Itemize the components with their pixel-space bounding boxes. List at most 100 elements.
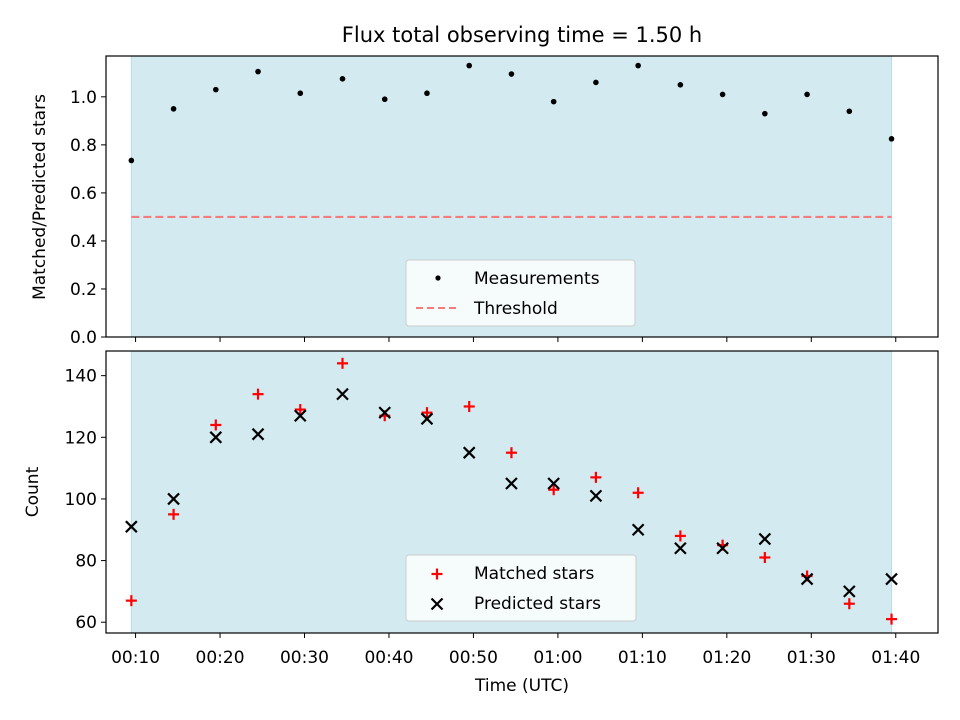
x-tick-label: 01:00: [533, 648, 582, 668]
predicted-star-point: [547, 477, 560, 490]
ratio-panel: 0.0 0.2 0.4 0.6 0.8 1.0 Flux total observing …: [30, 23, 939, 348]
measurement-point: [339, 76, 346, 82]
count-x-ticks: 00:10 00:20 00:30 00:40 00:50 01:00 01:10 01:20…: [111, 633, 920, 668]
cross-stroke: [293, 409, 307, 422]
x-tick-label: 00:10: [111, 648, 160, 668]
cross-stroke: [843, 585, 856, 598]
matched-star-point: [548, 484, 560, 496]
ratio-y-tick-label: 0.4: [70, 232, 97, 252]
count-y-tick-label: 60: [75, 613, 97, 633]
measurement-point: [381, 96, 388, 103]
count-y-tick-label: 80: [75, 552, 97, 572]
predicted-star-point: [209, 431, 223, 444]
matched-star-point: [759, 551, 771, 563]
ratio-legend: Measurements Threshold: [405, 259, 636, 327]
ratio-y-tick-label: 0.2: [70, 280, 97, 300]
measurement-point: [297, 90, 304, 97]
ratio-y-tick-label: 0.6: [70, 184, 97, 204]
x-tick-label: 00:50: [449, 648, 498, 668]
predicted-star-point: [505, 477, 518, 490]
cross-stroke: [420, 412, 434, 426]
legend-threshold-label: Threshold: [473, 299, 558, 319]
cross-stroke: [631, 523, 645, 537]
x-tick-label: 00:20: [196, 648, 245, 668]
ratio-legend-box: [405, 259, 636, 327]
cross-stroke: [462, 446, 476, 459]
x-tick-label: 01:30: [787, 648, 836, 668]
legend-measurement-marker: [435, 275, 441, 281]
cross-stroke: [430, 597, 444, 611]
predicted-star-point: [125, 520, 138, 533]
x-tick-label: 01:40: [871, 648, 920, 668]
predicted-star-point: [885, 572, 898, 586]
measurement-point: [128, 157, 135, 164]
predicted-star-point: [167, 492, 180, 506]
predicted-star-point: [843, 585, 856, 598]
cross-stroke: [674, 541, 687, 555]
measurement-point: [508, 71, 515, 77]
measurement-point: [255, 68, 261, 75]
count-y-tick-label: 100: [65, 490, 97, 510]
count-legend: Matched stars Predicted stars: [405, 554, 637, 622]
cross-stroke: [800, 572, 814, 586]
predicted-star-point: [378, 406, 392, 419]
matched-star-point: [505, 447, 517, 459]
measurement-point: [719, 91, 726, 98]
ratio-y-tick-label: 0.8: [70, 136, 97, 156]
cross-stroke: [885, 572, 898, 586]
x-axis-label: Time (UTC): [474, 676, 569, 696]
legend-predicted-label: Predicted stars: [474, 594, 601, 614]
predicted-star-point: [800, 572, 814, 586]
measurement-point: [466, 62, 473, 69]
matched-star-point: [294, 404, 306, 416]
matched-star-point: [632, 487, 644, 499]
ratio-y-tick-label: 1.0: [70, 88, 97, 108]
measurement-point: [213, 86, 219, 93]
legend-predicted-marker: [430, 597, 444, 611]
matched-star-point: [590, 471, 602, 483]
cross-stroke: [547, 477, 560, 490]
x-tick-label: 00:30: [280, 648, 329, 668]
count-legend-box: [405, 554, 637, 622]
count-panel-frame: [105, 350, 939, 634]
measurement-points: [128, 62, 895, 164]
x-tick-label: 01:10: [618, 648, 667, 668]
matched-star-point: [843, 598, 855, 610]
predicted-star-point: [589, 489, 603, 503]
cross-stroke: [336, 387, 349, 401]
predicted-star-point: [716, 541, 729, 555]
matched-star-point: [125, 595, 137, 607]
matched-star-point: [337, 357, 349, 369]
predicted-star-point: [758, 532, 772, 546]
measurement-point: [888, 136, 895, 142]
count-y-tick-label: 120: [65, 428, 97, 448]
matched-star-point: [463, 400, 475, 412]
predicted-star-point: [462, 446, 476, 459]
matched-star-point: [210, 419, 222, 431]
cross-stroke: [716, 541, 729, 555]
legend-matched-marker: [431, 568, 443, 580]
measurement-point: [846, 108, 853, 115]
cross-stroke: [589, 489, 603, 503]
matched-star-point: [421, 407, 433, 419]
measurement-point: [804, 91, 810, 98]
matched-star-point: [886, 613, 898, 625]
count-y-ticks: 60 80 100 120 140: [65, 367, 106, 633]
cross-stroke: [378, 406, 392, 419]
count-y-tick-label: 140: [65, 367, 97, 387]
chart-title: Flux total observing time = 1.50 h: [342, 23, 702, 47]
predicted-star-point: [336, 387, 349, 401]
predicted-star-point: [293, 409, 307, 422]
cross-stroke: [125, 520, 138, 533]
predicted-star-point: [420, 412, 434, 426]
measurement-point: [550, 98, 557, 105]
x-tick-label: 01:20: [702, 648, 751, 668]
matched-star-point: [674, 530, 686, 542]
count-points: [125, 357, 898, 625]
x-tick-label: 00:40: [364, 648, 413, 668]
legend-plus-marker: [431, 568, 443, 580]
cross-stroke: [167, 492, 180, 506]
cross-stroke: [505, 477, 518, 490]
